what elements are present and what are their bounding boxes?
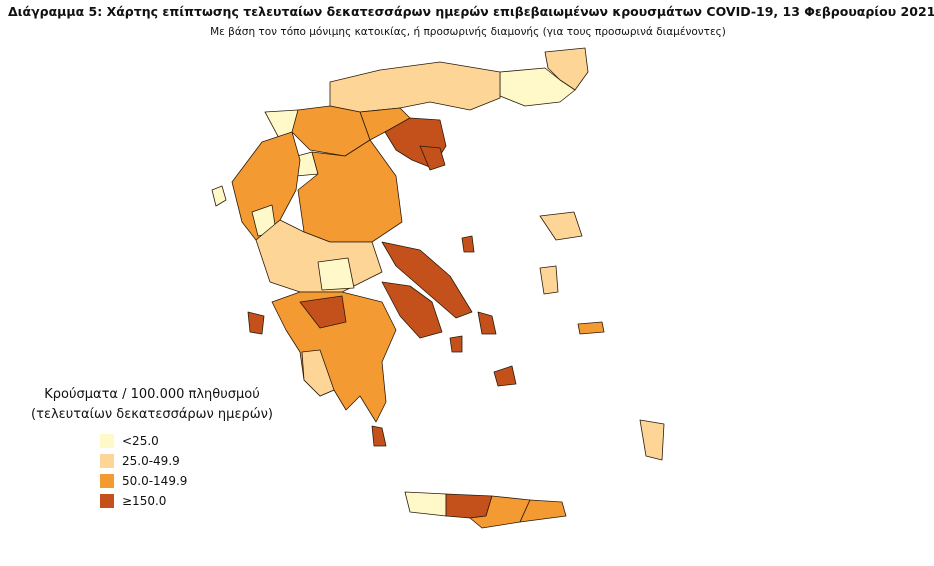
regions [211,47,665,529]
title: Διάγραμμα 5: Χάρτης επίπτωσης τελευταίων… [8,4,934,19]
region [519,499,567,523]
legend-swatch [100,454,114,468]
region [539,211,583,241]
legend: Κρούσματα / 100.000 πληθυσμού (τελευταίων… [31,387,273,508]
legend-label: <25.0 [122,434,159,448]
region [317,257,355,291]
region [231,131,301,241]
legend-label: 25.0-49.9 [122,454,180,468]
region [297,139,403,243]
region [381,281,443,339]
legend-title: (τελευταίων δεκατεσσάρων ημερών) [31,407,273,422]
legend-swatch [100,474,114,488]
region [404,491,447,517]
region [477,311,497,335]
region [247,311,265,335]
region [371,425,387,447]
subtitle: Με βάση τον τόπο μόνιμης κατοικίας, ή πρ… [210,26,726,38]
legend-label: 50.0-149.9 [122,474,187,488]
legend-swatch [100,434,114,448]
region [329,61,501,113]
region [539,265,559,295]
region [461,235,475,253]
region [493,365,517,387]
region [445,493,493,519]
region [449,335,463,353]
legend-swatch [100,494,114,508]
region [271,291,397,423]
legend-title: Κρούσματα / 100.000 πληθυσμού [44,387,259,402]
legend-label: ≥150.0 [122,494,166,508]
region [299,295,347,329]
region [639,419,665,461]
region [301,349,335,397]
region [381,241,473,319]
region [499,67,576,107]
region [419,145,446,171]
region [211,185,227,207]
region [577,321,605,335]
